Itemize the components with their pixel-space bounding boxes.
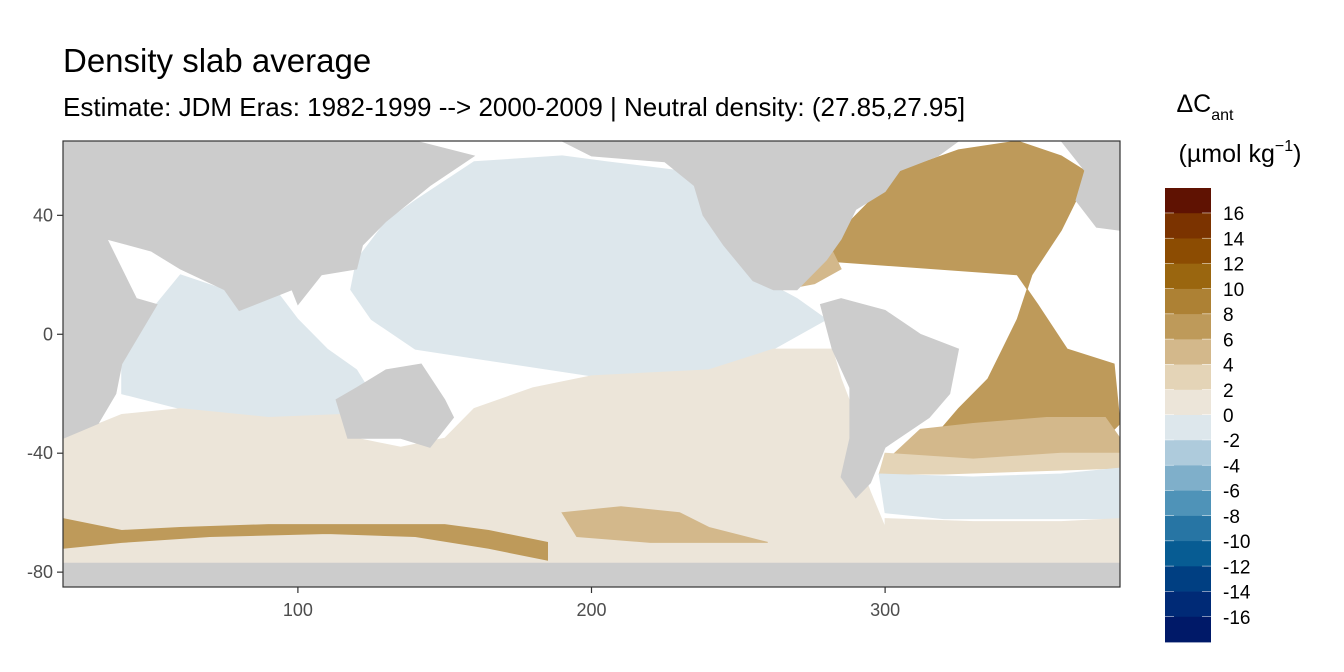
legend-bin bbox=[1165, 188, 1211, 214]
legend-label: -8 bbox=[1223, 507, 1240, 528]
legend-bin bbox=[1165, 213, 1211, 239]
legend-label: -6 bbox=[1223, 482, 1240, 503]
region-south-atlantic-blue bbox=[878, 467, 1120, 520]
land-africa bbox=[63, 229, 158, 439]
legend-label: -14 bbox=[1223, 583, 1251, 604]
legend-bin bbox=[1165, 566, 1211, 592]
x-axis: 100 200 300 bbox=[283, 587, 900, 620]
legend-label: 14 bbox=[1223, 229, 1245, 250]
y-tick-label: -80 bbox=[27, 562, 53, 582]
legend-label: 12 bbox=[1223, 255, 1244, 276]
y-tick-label: 40 bbox=[33, 205, 53, 225]
legend-bin bbox=[1165, 616, 1211, 643]
legend-bin bbox=[1165, 389, 1211, 416]
y-tick-label: -40 bbox=[27, 443, 53, 463]
land-antarctica bbox=[63, 562, 1120, 587]
legend-label: 16 bbox=[1223, 204, 1244, 225]
land-eurasia bbox=[63, 141, 476, 312]
x-tick-label: 300 bbox=[870, 600, 900, 620]
legend-bin bbox=[1165, 288, 1211, 315]
legend-bin bbox=[1165, 238, 1211, 265]
legend-bin bbox=[1165, 339, 1211, 365]
legend-title-unit: (µmol kg−1) bbox=[1179, 138, 1302, 168]
region-ross-sea-patch bbox=[561, 506, 768, 543]
legend-label: 4 bbox=[1223, 356, 1234, 377]
legend-label: -12 bbox=[1223, 557, 1250, 578]
legend-label: -10 bbox=[1223, 532, 1250, 553]
legend-label: -2 bbox=[1223, 431, 1240, 452]
legend-label: 2 bbox=[1223, 381, 1234, 402]
land-europe-east-atlantic bbox=[1060, 141, 1120, 231]
legend-label: 6 bbox=[1223, 330, 1234, 351]
legend-label: 8 bbox=[1223, 305, 1234, 326]
legend-label: 10 bbox=[1223, 280, 1244, 301]
land-south-america bbox=[819, 298, 960, 499]
chart-title: Density slab average bbox=[63, 42, 372, 79]
legend-bin bbox=[1165, 364, 1211, 391]
x-tick-label: 100 bbox=[283, 600, 313, 620]
x-tick-label: 200 bbox=[576, 600, 606, 620]
region-north-atlantic bbox=[810, 141, 1120, 460]
chart-subtitle: Estimate: JDM Eras: 1982-1999 --> 2000-2… bbox=[63, 92, 966, 122]
region-antarctic-coastal-band bbox=[63, 518, 548, 561]
legend-bin bbox=[1165, 591, 1211, 618]
land-north-america bbox=[561, 141, 960, 291]
legend-bins: 16 14 12 10 8 6 4 2 0 -2 -4 -6 -8 -10 -12 -14 -16 bbox=[1165, 188, 1251, 643]
y-tick-label: 0 bbox=[43, 324, 53, 344]
legend-bin bbox=[1165, 465, 1211, 492]
region-south-ocean-band bbox=[63, 348, 886, 564]
legend-bin bbox=[1165, 541, 1211, 567]
legend-label: -4 bbox=[1223, 456, 1240, 477]
legend-label: -16 bbox=[1223, 608, 1250, 629]
map-layer bbox=[63, 141, 1120, 587]
legend-title-main: ΔCant bbox=[1176, 90, 1234, 124]
land-australia bbox=[335, 363, 455, 448]
legend-bin bbox=[1165, 415, 1211, 441]
legend-bin bbox=[1165, 515, 1211, 542]
legend-label: 0 bbox=[1223, 406, 1234, 427]
region-south-atlantic-light bbox=[878, 452, 1120, 475]
legend-bin bbox=[1165, 440, 1211, 466]
legend-bin bbox=[1165, 490, 1211, 517]
legend: ΔCant (µmol kg−1) 16 14 12 10 8 6 4 2 0 -2 -4 -6 -8 -… bbox=[1165, 90, 1302, 643]
legend-bin bbox=[1165, 263, 1211, 290]
region-weddell-sea bbox=[884, 518, 1120, 564]
legend-bin bbox=[1165, 314, 1211, 340]
y-axis: 40 0 -40 -80 bbox=[27, 205, 63, 582]
